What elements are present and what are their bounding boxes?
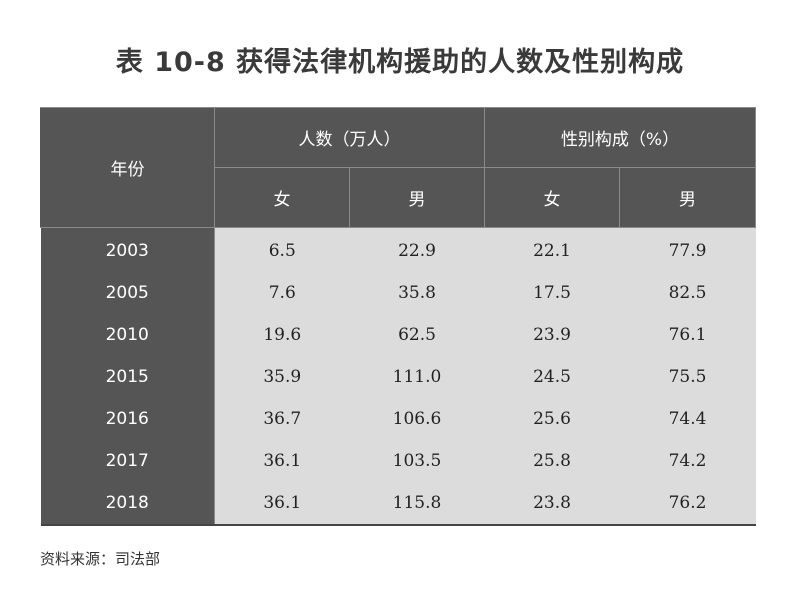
cell-count-male: 35.8 [349, 272, 485, 314]
cell-ratio-male: 77.9 [619, 227, 756, 272]
cell-ratio-female: 23.8 [484, 482, 620, 526]
cell-count-female: 6.5 [214, 227, 350, 272]
cell-ratio-female: 22.1 [484, 227, 620, 272]
cell-count-female: 36.7 [214, 398, 350, 440]
table-row: 2005 7.6 35.8 17.5 82.5 [40, 272, 756, 314]
table-row: 2016 36.7 106.6 25.6 74.4 [40, 398, 756, 440]
header-count-female: 女 [214, 167, 350, 228]
row-year: 2018 [40, 482, 215, 526]
table-row: 2017 36.1 103.5 25.8 74.2 [40, 440, 756, 482]
table-row: 2003 6.5 22.9 22.1 77.9 [40, 227, 756, 272]
table-title: 表 10-8 获得法律机构援助的人数及性别构成 [115, 47, 685, 78]
cell-count-male: 62.5 [349, 314, 485, 356]
cell-ratio-male: 74.4 [619, 398, 756, 440]
cell-count-female: 35.9 [214, 356, 350, 398]
cell-ratio-female: 17.5 [484, 272, 620, 314]
cell-count-male: 103.5 [349, 440, 485, 482]
cell-ratio-female: 23.9 [484, 314, 620, 356]
cell-count-female: 36.1 [214, 440, 350, 482]
cell-count-female: 19.6 [214, 314, 350, 356]
header-count-male: 男 [349, 167, 485, 228]
cell-ratio-male: 82.5 [619, 272, 756, 314]
header-ratio-male: 男 [619, 167, 756, 228]
cell-ratio-female: 25.6 [484, 398, 620, 440]
cell-ratio-male: 76.1 [619, 314, 756, 356]
row-year: 2005 [40, 272, 215, 314]
header-gender-ratio-group: 性别构成（%） [484, 107, 756, 168]
cell-ratio-male: 74.2 [619, 440, 756, 482]
cell-count-female: 7.6 [214, 272, 350, 314]
table-row: 2018 36.1 115.8 23.8 76.2 [40, 482, 756, 526]
source-note: 资料来源：司法部 [40, 550, 161, 568]
cell-ratio-male: 76.2 [619, 482, 756, 526]
table-row: 2010 19.6 62.5 23.9 76.1 [40, 314, 756, 356]
header-ratio-female: 女 [484, 167, 620, 228]
cell-count-male: 106.6 [349, 398, 485, 440]
row-year: 2010 [40, 314, 215, 356]
cell-ratio-male: 75.5 [619, 356, 756, 398]
header-year: 年份 [40, 107, 215, 228]
row-year: 2017 [40, 440, 215, 482]
data-table: 年份 人数（万人） 性别构成（%） 女 男 女 男 2003 6.5 22.9 … [40, 107, 756, 526]
cell-ratio-female: 24.5 [484, 356, 620, 398]
cell-count-female: 36.1 [214, 482, 350, 526]
row-year: 2016 [40, 398, 215, 440]
header-count-group: 人数（万人） [214, 107, 485, 168]
table-row: 2015 35.9 111.0 24.5 75.5 [40, 356, 756, 398]
cell-count-male: 115.8 [349, 482, 485, 526]
cell-count-male: 111.0 [349, 356, 485, 398]
cell-count-male: 22.9 [349, 227, 485, 272]
row-year: 2003 [40, 227, 215, 272]
cell-ratio-female: 25.8 [484, 440, 620, 482]
row-year: 2015 [40, 356, 215, 398]
